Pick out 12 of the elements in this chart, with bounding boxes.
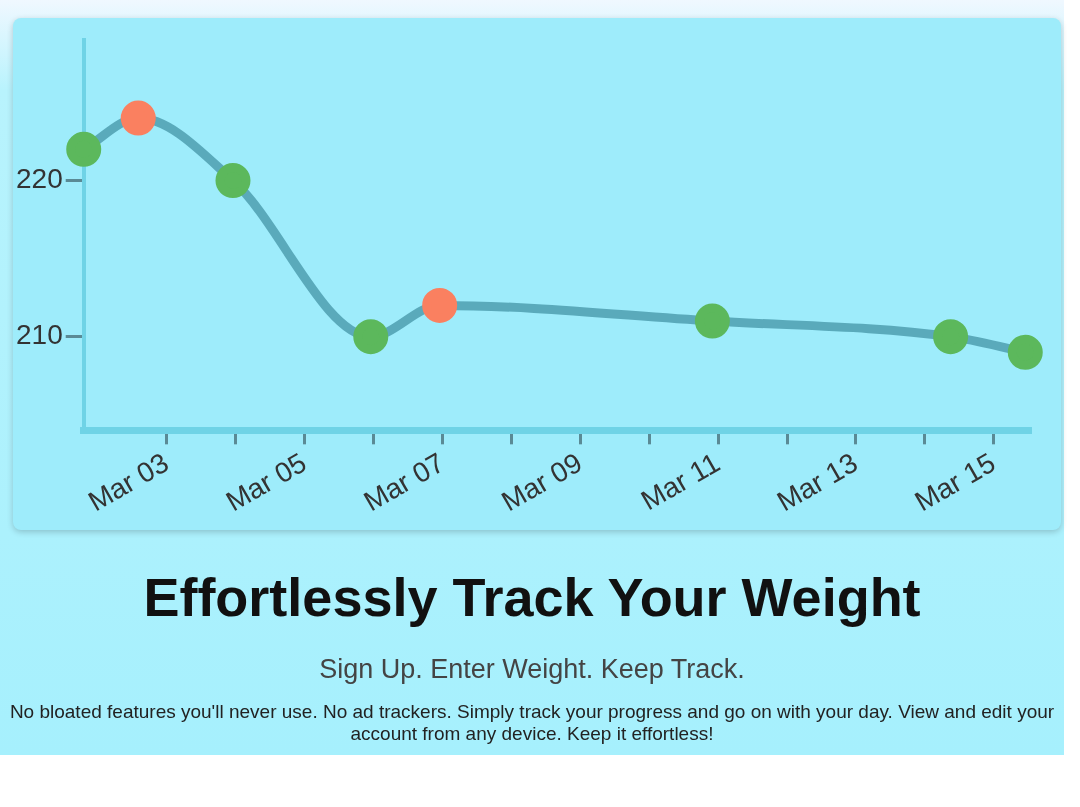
text: Effortlessly Track Your Weight xyxy=(142,566,922,628)
text: Sign Up. Enter Weight. Keep Track. xyxy=(318,654,746,685)
x-tick-label: Mar 13 xyxy=(771,446,863,518)
text: No bloated features you'll never use. No ad trackers. Simply track your progress and go on with your day. View and edit your account from any device. Keep it effortless! xyxy=(8,701,1056,745)
x-tick-label: Mar 07 xyxy=(358,446,450,518)
x-tick-label: Mar 05 xyxy=(220,446,312,518)
x-tick-label: Mar 11 xyxy=(635,446,725,517)
x-tick-label: Mar 15 xyxy=(909,446,1001,518)
x-tick-label: Mar 09 xyxy=(496,446,588,518)
y-tick-label: 210 xyxy=(16,319,63,351)
x-tick-label: Mar 03 xyxy=(82,446,174,518)
y-tick-label: 220 xyxy=(16,163,63,195)
